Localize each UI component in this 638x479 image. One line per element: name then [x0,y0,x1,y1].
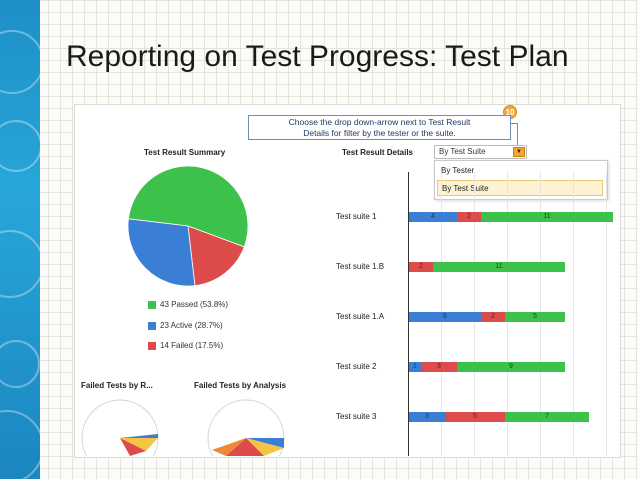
summary-pie-chart [127,165,249,287]
bar-segment: 5 [505,312,565,322]
legend-swatch-passed [148,300,156,309]
bar-segment: 1 [409,362,421,372]
pie-slice [127,218,196,287]
category-label: Test suite 1.B [336,262,385,271]
legend-failed-label: 14 Failed (17.5%) [160,341,224,350]
legend-active-label: 23 Active (28.7%) [160,321,223,330]
pie-slice [120,434,158,438]
legend-swatch-active [148,321,156,330]
callout-line-2: Details for filter by the tester or the … [303,128,456,138]
bar-segment: 7 [505,412,589,422]
pie-slice [127,165,249,248]
bar-row: 2 11 [409,262,613,272]
legend-passed-label: 43 Passed (53.8%) [160,300,229,309]
category-label: Test suite 1.A [336,312,385,321]
slide-title: Reporting on Test Progress: Test Plan [66,40,569,73]
details-title: Test Result Details [342,148,413,157]
bar-segment: 2 [457,212,481,222]
bar-segment: 11 [481,212,613,222]
pie-slice [120,438,158,451]
pie-slice [246,438,284,456]
pie-slice [226,438,264,456]
bar-segment: 2 [409,262,433,272]
pie-slice [212,438,246,456]
callout-line-1: Choose the drop down-arrow next to Test … [288,117,471,127]
pie-slice [120,438,146,456]
callout-box: Choose the drop down-arrow next to Test … [248,115,511,140]
failed-by-reason-pie [81,399,159,456]
bar-segment: 3 [409,412,445,422]
bar-segment: 5 [445,412,505,422]
callout-connector [511,123,518,146]
bar-segment: 2 [481,312,505,322]
menu-item-by-tester[interactable]: By Tester [441,166,475,175]
legend-passed: 43 Passed (53.8%) [148,300,228,309]
legend-failed: 14 Failed (17.5%) [148,341,223,350]
grid-line [573,172,574,456]
bar-row: 4 2 11 [409,212,613,222]
decorative-side-band [0,0,40,479]
bar-segment: 4 [409,212,457,222]
chevron-down-icon[interactable]: ▼ [513,147,525,157]
pie-slice [187,225,245,287]
mini-chart-right-title: Failed Tests by Analysis [194,381,287,390]
mini-chart-left-title: Failed Tests by R... [81,381,153,390]
bar-segment: 6 [409,312,481,322]
menu-item-by-test-suite[interactable]: By Test Suite [437,180,603,196]
category-label: Test suite 2 [336,362,377,371]
legend-swatch-failed [148,341,156,350]
category-axis [408,172,409,456]
legend-active: 23 Active (28.7%) [148,321,223,330]
summary-title: Test Result Summary [144,148,226,157]
dropdown-value: By Test Suite [439,147,486,156]
failed-by-analysis-pie [207,399,285,456]
category-label: Test suite 3 [336,412,377,421]
group-by-dropdown[interactable]: By Test Suite ▼ [434,145,527,159]
bar-segment: 9 [457,362,565,372]
grid-line [606,172,607,456]
dropdown-menu: By Tester By Test Suite [434,160,608,200]
category-label: Test suite 1 [336,212,377,221]
bar-segment: 3 [421,362,457,372]
bar-segment: 11 [433,262,565,272]
